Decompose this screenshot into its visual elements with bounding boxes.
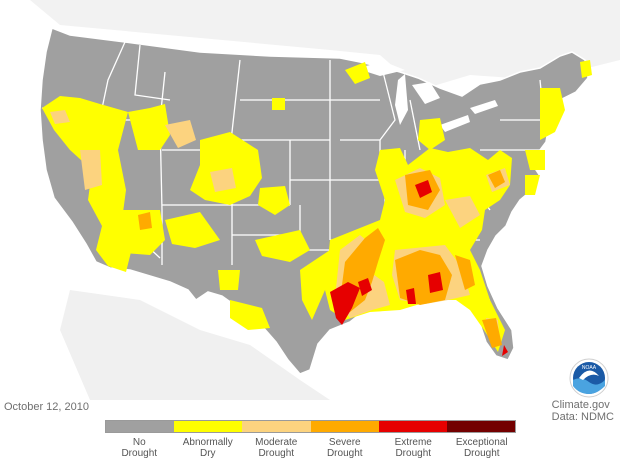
noaa-logo-text: NOAA: [582, 365, 597, 371]
canada-land: [30, 0, 620, 90]
legend-label: Exceptional Drought: [455, 437, 508, 459]
legend-swatch: [378, 421, 447, 432]
credit-source: Climate.gov: [551, 399, 610, 411]
noaa-logo-icon: NOAA: [569, 358, 609, 398]
mexico-land: [60, 290, 330, 400]
credit-data: Data: NDMC: [551, 411, 614, 423]
legend-swatch: [106, 421, 175, 432]
extreme-drought-areas: [330, 180, 508, 356]
noaa-logo: NOAA: [569, 358, 609, 398]
map-date: October 12, 2010: [4, 401, 90, 413]
legend-label: No Drought: [121, 437, 158, 459]
great-lakes: [355, 62, 498, 132]
map-credit: Climate.gov Data: NDMC: [552, 399, 614, 423]
legend-labels: No Drought Abnormally Dry Moderate Drought…: [105, 437, 516, 459]
legend-swatch: [446, 421, 516, 432]
legend-label: Moderate Drought: [255, 437, 298, 459]
legend-label: Abnormally Dry: [182, 437, 233, 459]
legend-label: Severe Drought: [326, 437, 363, 459]
legend-swatch: [310, 421, 379, 432]
us-drought-map-svg: [30, 0, 620, 400]
legend-swatch: [242, 421, 311, 432]
legend-label: Extreme Drought: [394, 437, 432, 459]
legend-color-bar: [105, 420, 516, 433]
legend-swatch: [174, 421, 243, 432]
drought-map: [30, 0, 620, 400]
